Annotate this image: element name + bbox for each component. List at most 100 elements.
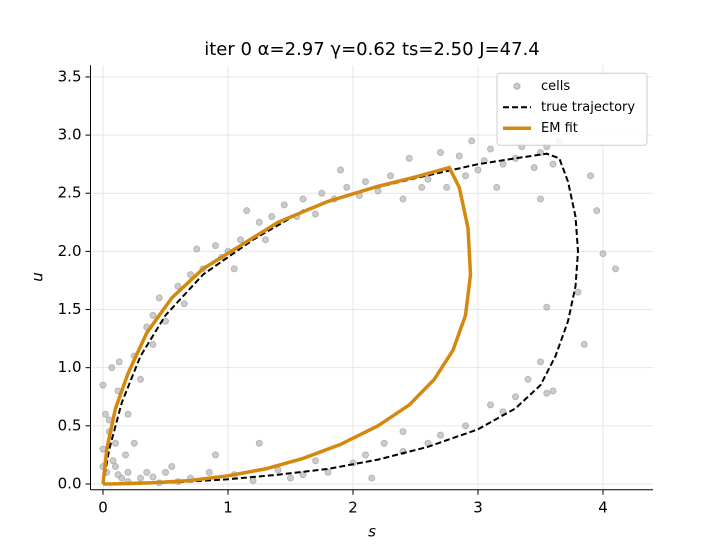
cell-point [287, 474, 294, 482]
cell-point [137, 474, 144, 482]
cell-point [262, 236, 269, 244]
cell-point [387, 172, 394, 180]
cell-point [149, 473, 157, 481]
cell-point [143, 468, 151, 476]
legend-label: true trajectory [541, 100, 635, 115]
cell-point [312, 210, 319, 218]
trajectory-line [102, 152, 580, 485]
cell-point [115, 358, 123, 366]
cell-point [324, 468, 332, 476]
cell-point [274, 466, 282, 474]
cell-point [174, 282, 182, 290]
cell-point [399, 428, 407, 436]
legend-label: EM fit [541, 121, 578, 136]
trajectory-line [101, 165, 473, 486]
x-tick-label: 3 [473, 498, 483, 516]
cell-point [180, 300, 188, 308]
cell-point [580, 340, 588, 348]
cell-point [137, 375, 144, 383]
cell-point [193, 245, 201, 253]
cell-point [499, 160, 507, 168]
cell-point [474, 166, 482, 174]
cell-point [374, 187, 382, 195]
legend-label: cells [541, 79, 570, 94]
cell-point [255, 439, 263, 447]
cell-point [593, 207, 601, 215]
cell-point [512, 393, 519, 401]
chart-title: iter 0 α=2.97 γ=0.62 ts=2.50 J=47.4 [204, 39, 540, 60]
cell-point [124, 468, 132, 476]
cell-point [112, 463, 119, 471]
cell-point [149, 340, 157, 348]
cell-point [114, 471, 122, 479]
x-tick-label: 4 [598, 498, 608, 516]
y-tick-label: 3.0 [58, 126, 82, 144]
cell-point [599, 250, 607, 258]
cell-point [424, 175, 432, 183]
cell-point [455, 152, 463, 160]
y-tick-label: 1.0 [58, 358, 82, 376]
cell-point [318, 189, 326, 197]
cell-point [362, 178, 369, 186]
cell-point [543, 389, 551, 397]
x-tick-label: 2 [348, 498, 358, 516]
cell-point [337, 166, 344, 174]
y-tick-label: 0.0 [58, 474, 82, 492]
x-tick-label: 0 [98, 498, 108, 516]
x-tick-label: 1 [223, 498, 233, 516]
cell-point [109, 457, 117, 465]
cell-point [237, 236, 244, 244]
cell-point [255, 218, 263, 226]
cell-point [437, 431, 444, 439]
cell-point [212, 242, 219, 250]
x-axis-label: s [368, 523, 376, 541]
cell-point [122, 451, 129, 459]
cell-point [487, 145, 494, 153]
cell-point [549, 160, 557, 168]
cell-point [187, 271, 194, 279]
cell-point [530, 164, 538, 172]
cell-point [280, 201, 288, 209]
cell-point [362, 451, 369, 459]
cell-point [268, 212, 276, 220]
y-tick-label: 3.5 [58, 67, 82, 85]
cell-point [380, 439, 388, 447]
cell-point [368, 474, 376, 482]
cell-point [537, 195, 544, 203]
cell-point [487, 401, 494, 409]
y-tick-label: 2.0 [58, 242, 82, 260]
cell-point [612, 265, 619, 273]
cell-point [243, 207, 251, 215]
cell-point [168, 463, 176, 471]
cell-point [108, 364, 116, 372]
cell-point [468, 137, 476, 145]
y-tick-label: 1.5 [58, 300, 82, 318]
cell-point [249, 476, 257, 484]
cell-point [312, 457, 319, 465]
cell-point [537, 358, 544, 366]
cell-point [587, 172, 594, 180]
cell-point [418, 183, 426, 191]
cell-point [399, 195, 407, 203]
y-tick-label: 0.5 [58, 416, 82, 434]
cell-point [343, 183, 351, 191]
cell-point [130, 439, 138, 447]
cell-point [162, 317, 169, 325]
cell-point [155, 294, 163, 302]
legend-box [496, 72, 648, 146]
cell-point [112, 439, 119, 447]
y-tick-label: 2.5 [58, 184, 82, 202]
cell-point [299, 471, 307, 479]
cell-point [124, 410, 132, 418]
cell-point [493, 183, 501, 191]
cell-point [437, 149, 444, 157]
cell-point [405, 154, 413, 162]
cell-point [543, 303, 551, 311]
cell-point [162, 468, 169, 476]
cell-point [205, 468, 213, 476]
cell-point [299, 195, 307, 203]
y-axis-label: u [29, 272, 47, 282]
cell-point [99, 381, 107, 389]
cell-point [212, 451, 219, 459]
